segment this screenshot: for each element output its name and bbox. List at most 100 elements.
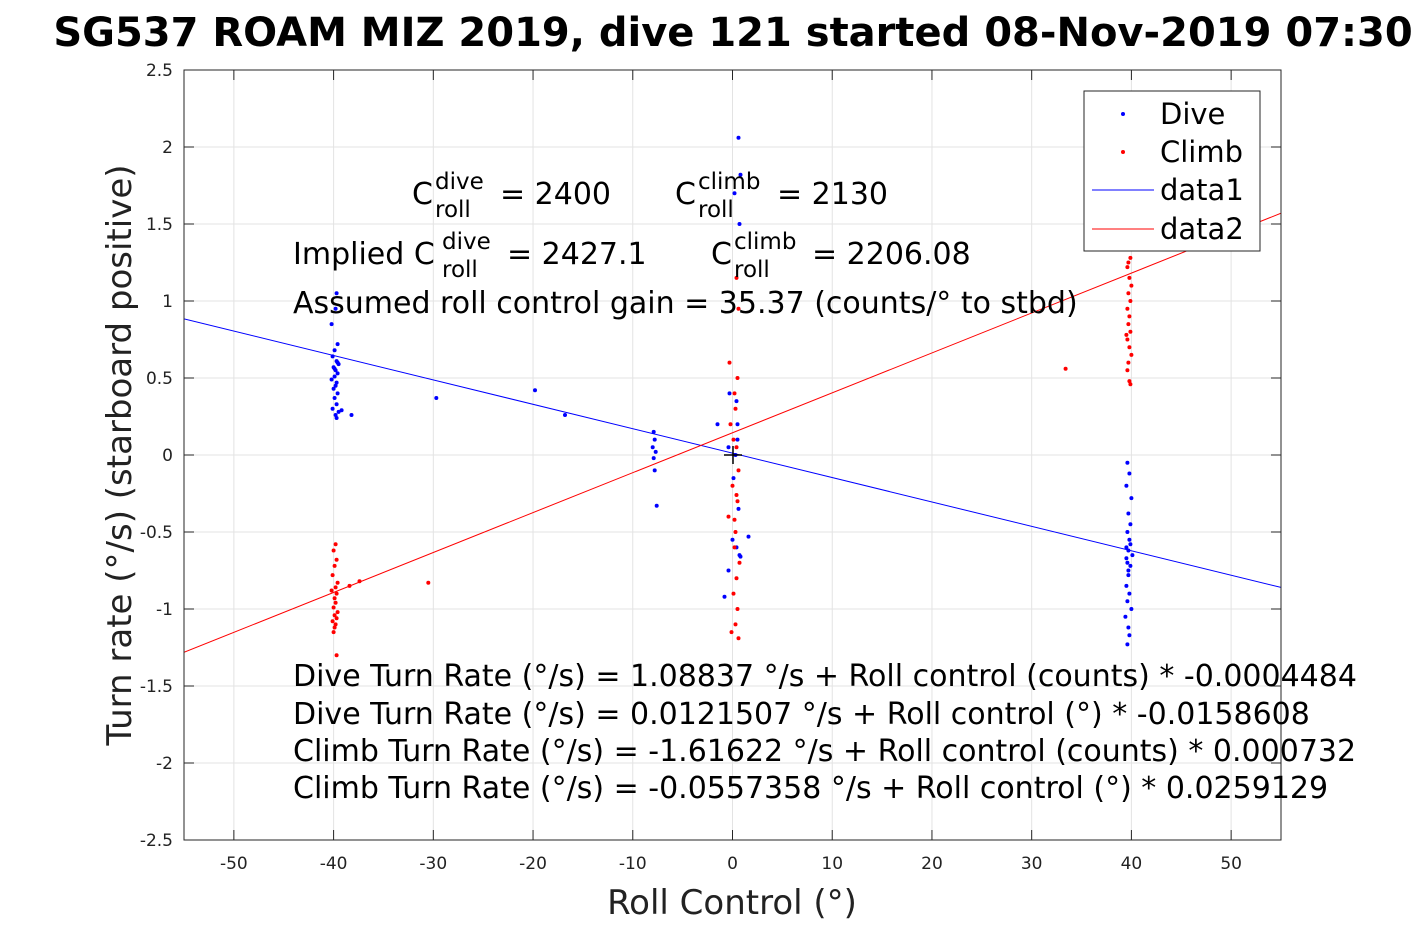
point-climb (333, 622, 338, 627)
point-climb (736, 306, 741, 311)
point-climb (735, 376, 740, 380)
y-tick-label-2: 2 (162, 138, 173, 158)
point-climb (1127, 345, 1132, 350)
point-dive (736, 135, 741, 140)
point-climb (1128, 382, 1133, 387)
point-climb (331, 548, 336, 553)
x-tick-label-0: 0 (727, 854, 738, 874)
legend-marker-dive (1121, 112, 1125, 116)
eq-dive-deg: Dive Turn Rate (°/s) = 0.0121507 °/s + R… (293, 697, 1310, 732)
tick-labels: -50 -40 -30 -20 -10 0 10 20 30 40 50-2.5-2-1.5-1-0… (140, 61, 1242, 874)
point-dive (1124, 583, 1129, 588)
point-dive (1125, 599, 1130, 604)
x-tick-label-20: 20 (921, 854, 943, 874)
point-climb (332, 563, 337, 568)
point-dive (333, 306, 338, 311)
c-climb-sup: climb (698, 169, 760, 195)
point-climb (1124, 332, 1129, 337)
y-tick-label-1-5: 1.5 (146, 215, 173, 235)
point-dive (334, 291, 339, 296)
roll-coefficients: C dive roll = 2400 C climb roll = 2130 I… (293, 169, 1078, 321)
point-climb (731, 437, 736, 442)
point-dive (333, 383, 338, 388)
y-tick-label-0-5: 0.5 (146, 369, 173, 389)
y-tick-label-0-5: -0.5 (140, 523, 173, 543)
point-dive (563, 413, 567, 417)
point-dive (334, 380, 339, 385)
point-climb (732, 545, 737, 550)
point-climb (732, 517, 737, 522)
y-axis-title: Turn rate (°/s) (starboard positive) (100, 164, 140, 746)
implied-dive-sub: roll (442, 257, 478, 283)
point-dive (737, 222, 742, 226)
c-climb-sub: roll (698, 197, 734, 223)
roll-gain-text: Assumed roll control gain = 35.37 (count… (293, 286, 1078, 321)
point-dive (1126, 568, 1131, 573)
point-dive (650, 445, 655, 450)
point-climb (733, 622, 738, 627)
point-dive (330, 354, 335, 359)
c-climb-value: = 2130 (777, 177, 888, 212)
eq-climb-deg: Climb Turn Rate (°/s) = -0.0557358 °/s +… (293, 771, 1328, 806)
point-dive (727, 391, 732, 396)
point-dive (726, 568, 731, 573)
point-climb (331, 630, 336, 635)
implied-dive-value: = 2427.1 (507, 237, 647, 272)
x-axis-title: Roll Control (°) (607, 883, 857, 923)
point-dive (1127, 471, 1132, 476)
regression-equations: Dive Turn Rate (°/s) = 1.08837 °/s + Rol… (293, 659, 1357, 806)
point-climb (329, 588, 334, 593)
axis-ticks (184, 69, 1281, 841)
point-climb (426, 580, 431, 585)
x-tick-label-10: -10 (619, 854, 647, 874)
point-climb (1125, 306, 1130, 311)
y-tick-label-2-5: 2.5 (146, 61, 173, 81)
y-tick-label-2-5: -2.5 (140, 831, 173, 851)
legend-label-climb: Climb (1160, 135, 1243, 169)
origin-crosshair (724, 446, 742, 464)
implied-climb-prefix: C (711, 237, 732, 272)
point-climb (1125, 265, 1130, 270)
point-dive (722, 594, 727, 599)
point-climb (1126, 322, 1131, 327)
point-dive (1127, 633, 1132, 638)
legend-label-dive: Dive (1160, 97, 1225, 131)
point-dive (331, 386, 336, 391)
point-dive (335, 342, 340, 347)
point-climb (734, 445, 739, 450)
point-climb (330, 619, 335, 624)
point-dive (332, 366, 337, 371)
point-dive (738, 554, 743, 559)
legend: Dive Climb data1 data2 (1083, 90, 1261, 252)
point-dive (332, 374, 337, 379)
point-climb (347, 583, 352, 588)
point-climb (1126, 291, 1131, 296)
x-tick-label-30: 30 (1021, 854, 1043, 874)
eq-dive-counts: Dive Turn Rate (°/s) = 1.08837 °/s + Rol… (293, 659, 1357, 694)
point-dive (434, 396, 439, 400)
implied-climb-value: = 2206.08 (812, 237, 971, 272)
point-dive (349, 413, 354, 417)
y-tick-label-1: 1 (162, 292, 173, 312)
point-dive (1124, 483, 1129, 488)
x-tick-label-40: 40 (1121, 854, 1143, 874)
point-climb (1129, 283, 1134, 288)
point-dive (738, 172, 743, 177)
point-climb (733, 530, 738, 534)
point-dive (735, 422, 740, 427)
point-dive (1129, 607, 1134, 611)
point-climb (1128, 329, 1133, 334)
point-climb (335, 610, 340, 615)
legend-marker-climb (1121, 150, 1125, 154)
point-climb (1125, 337, 1130, 342)
point-dive (334, 402, 339, 407)
x-tick-label-10: 10 (821, 854, 843, 874)
point-dive (335, 360, 340, 365)
y-tick-label-0: 0 (162, 446, 173, 466)
point-climb (735, 499, 740, 504)
point-dive (731, 476, 736, 481)
x-tick-label-20: -20 (519, 854, 547, 874)
point-climb (335, 580, 340, 585)
point-dive (653, 449, 658, 454)
